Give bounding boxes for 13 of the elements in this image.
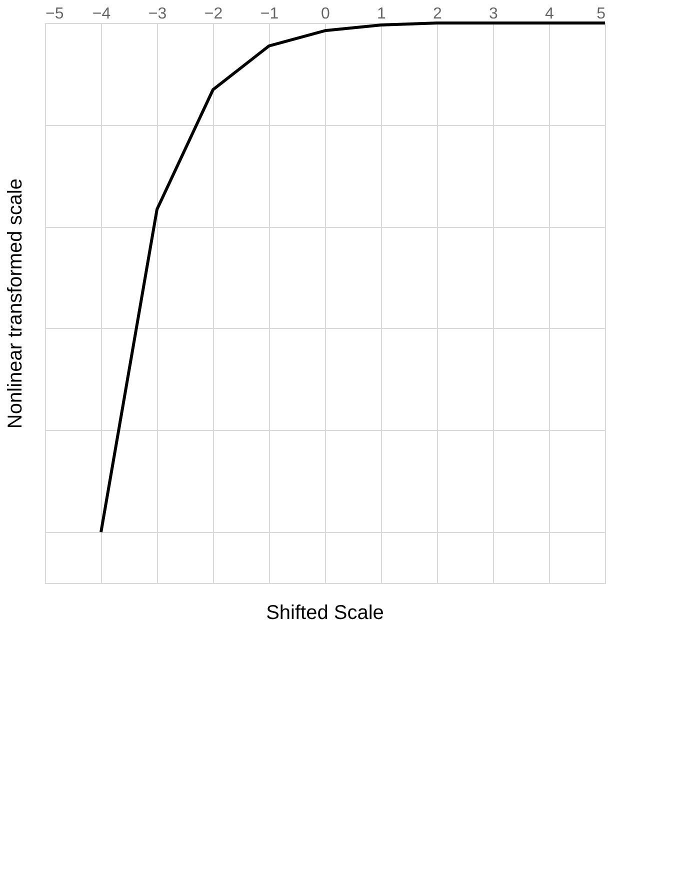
x-tick-label: −2 bbox=[204, 6, 223, 22]
x-tick-label: 4 bbox=[545, 6, 554, 22]
x-tick-label: 3 bbox=[489, 6, 498, 22]
x-tick-label: −5 bbox=[46, 6, 64, 22]
x-tick-label: 5 bbox=[596, 6, 606, 22]
x-axis-title: Shifted Scale bbox=[266, 602, 384, 624]
y-axis-title: Nonlinear transformed scale bbox=[4, 178, 26, 429]
x-tick-label: −3 bbox=[148, 6, 167, 22]
x-tick-label: 0 bbox=[321, 6, 330, 22]
x-tick-label: 1 bbox=[377, 6, 386, 22]
x-tick-label: 2 bbox=[433, 6, 442, 22]
x-tick-label: −1 bbox=[260, 6, 279, 22]
x-tick-label: −4 bbox=[92, 6, 111, 22]
